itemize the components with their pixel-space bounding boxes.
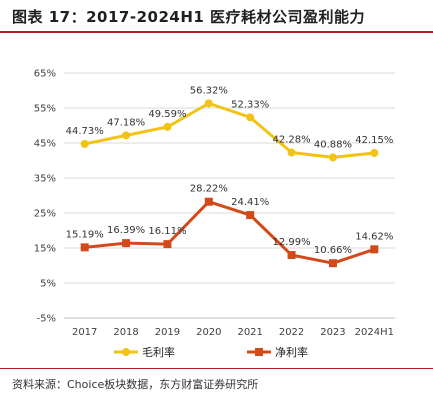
x-axis: 2017 2018 2019 2020 2021 2022 2023 2024H1 [64, 317, 395, 338]
data-label: 15.19% [66, 229, 104, 240]
data-point [80, 243, 89, 252]
data-point [80, 139, 89, 148]
data-label: 42.28% [272, 135, 310, 146]
data-label: 10.66% [314, 245, 352, 256]
y-tick-label: 45% [34, 139, 56, 150]
line-chart: -5% 5% 15% 25% 35% 45% 55% 65% 2017 2018 2019 2020… [34, 69, 395, 359]
x-tick-label: 2022 [279, 327, 304, 338]
data-label: 40.88% [314, 139, 352, 150]
series-line-gross-margin [84, 101, 375, 159]
data-point [204, 197, 213, 206]
data-point [328, 259, 337, 268]
legend: 毛利率 净利率 [114, 345, 308, 359]
chart-title: 图表 17：2017-2024H1 医疗耗材公司盈利能力 [12, 8, 366, 26]
source-note: 资料来源：Choice板块数据，东方财富证券研究所 [12, 378, 259, 391]
y-tick-label: 5% [40, 279, 56, 290]
data-label: 42.15% [355, 135, 393, 146]
data-point [370, 245, 379, 254]
legend-marker [255, 348, 263, 356]
data-label: 16.39% [107, 225, 145, 236]
y-tick-label: -5% [37, 314, 56, 325]
legend-label: 毛利率 [142, 345, 175, 359]
data-label: 24.41% [231, 197, 269, 208]
data-point [328, 153, 337, 162]
data-point [246, 113, 255, 122]
footer-divider [0, 368, 433, 369]
data-point [163, 122, 172, 131]
x-tick-label: 2023 [320, 327, 345, 338]
data-point [246, 211, 255, 220]
data-point [287, 148, 296, 157]
data-label: 56.32% [190, 85, 228, 96]
x-tick-label: 2020 [196, 327, 221, 338]
x-tick-label: 2017 [72, 327, 97, 338]
data-point [204, 99, 213, 108]
series [80, 99, 379, 268]
y-tick-label: 55% [34, 104, 56, 115]
series-line-net-margin [84, 200, 375, 265]
data-label: 16.11% [148, 226, 186, 237]
data-label: 14.62% [355, 231, 393, 242]
data-label: 12.99% [272, 237, 310, 248]
title-divider [0, 31, 433, 33]
data-label: 49.59% [148, 109, 186, 120]
y-tick-label: 15% [34, 244, 56, 255]
data-label: 47.18% [107, 117, 145, 128]
legend-marker [122, 348, 130, 356]
legend-label: 净利率 [275, 345, 308, 359]
x-tick-label: 2024H1 [355, 327, 394, 338]
x-tick-label: 2021 [237, 327, 262, 338]
data-label: 28.22% [190, 184, 228, 195]
data-labels: 44.73%47.18%49.59% 56.32%52.33% 42.28% 40.8… [66, 85, 394, 256]
data-point [122, 131, 131, 140]
y-tick-label: 25% [34, 209, 56, 220]
data-point [122, 239, 131, 248]
data-label: 52.33% [231, 99, 269, 110]
data-point [163, 240, 172, 249]
data-point [287, 251, 296, 260]
y-tick-label: 35% [34, 174, 56, 185]
y-axis: -5% 5% 15% 25% 35% 45% 55% 65% [34, 69, 56, 325]
x-tick-label: 2019 [155, 327, 180, 338]
x-tick-label: 2018 [113, 327, 138, 338]
y-tick-label: 65% [34, 69, 56, 80]
data-label: 44.73% [66, 126, 104, 137]
data-point [370, 148, 379, 157]
